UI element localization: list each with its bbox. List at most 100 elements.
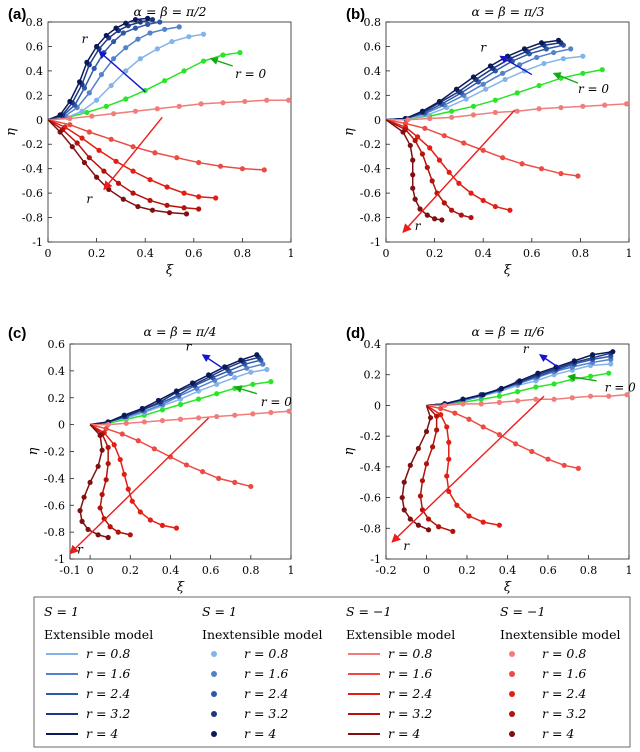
data-point xyxy=(135,438,141,444)
data-point xyxy=(130,168,136,174)
data-point xyxy=(412,137,418,144)
legend-subheading: Extensible model xyxy=(44,627,153,642)
x-axis-label: ξ xyxy=(166,263,174,278)
x-tick-label: 0.2 xyxy=(88,247,106,260)
r-label-blue: r xyxy=(186,340,193,354)
legend-item-label: r = 1.6 xyxy=(542,666,586,681)
x-axis-label: ξ xyxy=(504,263,512,278)
data-point xyxy=(468,214,474,221)
panel-2: 0 0.2 0.4 0.6 0.8 1 -1 -0.8 -0.6 -0.4 -0.2 0 0.2 0.4 0… xyxy=(342,4,633,278)
series-line xyxy=(47,18,153,121)
data-point xyxy=(84,109,90,116)
legend-item-label: r = 3.2 xyxy=(388,706,432,721)
data-point xyxy=(181,190,187,196)
data-point xyxy=(117,456,123,463)
y-tick-label: 0.2 xyxy=(48,392,66,405)
data-point xyxy=(137,56,143,62)
data-point xyxy=(173,525,180,531)
panel-title: α = β = π/2 xyxy=(134,4,207,19)
series-s1-1 xyxy=(47,31,207,121)
series-sm1-4 xyxy=(47,119,202,212)
panel-4: -0.2 0 0.2 0.4 0.6 0.8 1 -1 -0.8 -0.6 -0.4 -0.2 0 0.2… xyxy=(342,324,636,595)
y-tick-label: 0.6 xyxy=(26,40,44,53)
legend-column-3: S = −1 Extensible model r = 0.8 r = 1.6 r = … xyxy=(346,604,455,741)
x-tick-label: 0.4 xyxy=(499,564,517,577)
data-point xyxy=(558,104,564,111)
data-point xyxy=(470,112,477,118)
series-line xyxy=(47,119,187,215)
data-point xyxy=(466,416,472,422)
data-point xyxy=(439,217,445,223)
x-tick-label: 0.8 xyxy=(234,247,252,260)
r-label-blue: r xyxy=(523,342,530,356)
data-point xyxy=(101,168,107,174)
data-point xyxy=(127,532,133,538)
panel-letter: (d) xyxy=(346,325,365,342)
data-point xyxy=(157,19,163,25)
data-point xyxy=(222,364,228,370)
data-point xyxy=(427,415,434,421)
x-tick-label: 0.2 xyxy=(458,564,476,577)
data-point xyxy=(438,405,444,412)
data-point xyxy=(121,471,127,477)
r-label-red: r xyxy=(86,192,93,206)
data-point xyxy=(417,206,423,212)
data-point xyxy=(147,517,153,523)
data-point xyxy=(242,98,248,105)
series-s1-5 xyxy=(426,349,616,407)
data-point xyxy=(492,97,498,103)
legend-subheading: Extensible model xyxy=(346,627,455,642)
data-point xyxy=(159,522,166,529)
data-point xyxy=(410,157,416,163)
data-point xyxy=(424,212,430,218)
data-point xyxy=(181,205,187,211)
data-point xyxy=(67,122,73,128)
r-arrow-blue xyxy=(499,55,533,76)
legend-dot-swatch xyxy=(211,691,217,697)
x-tick-label: 0.2 xyxy=(426,247,444,260)
data-point xyxy=(478,401,484,407)
data-point xyxy=(198,101,204,107)
legend-item-label: r = 4 xyxy=(86,726,118,741)
data-point xyxy=(147,30,153,36)
x-tick-label: 0.4 xyxy=(136,247,154,260)
y-tick-label: 0.4 xyxy=(26,65,44,78)
data-point xyxy=(86,129,92,135)
data-point xyxy=(113,158,119,164)
data-point xyxy=(96,147,102,153)
legend-dot-swatch xyxy=(509,711,515,717)
data-point xyxy=(399,494,405,501)
data-point xyxy=(196,194,202,200)
r-label-red: r xyxy=(403,539,410,553)
data-point xyxy=(177,401,184,408)
data-point xyxy=(571,358,577,364)
data-point xyxy=(560,56,566,62)
y-tick-label: -0.6 xyxy=(22,187,43,200)
y-tick-label: -0.2 xyxy=(22,138,43,151)
data-point xyxy=(123,420,129,426)
data-point xyxy=(105,422,111,428)
data-point xyxy=(151,446,157,452)
legend-dot-swatch xyxy=(509,651,515,657)
data-point xyxy=(166,210,173,216)
legend-item-label: r = 1.6 xyxy=(388,666,432,681)
data-point xyxy=(132,25,139,31)
data-point xyxy=(536,106,542,112)
y-tick-label: 0.4 xyxy=(48,365,66,378)
data-point xyxy=(103,32,109,39)
legend-dot-swatch xyxy=(211,651,217,657)
data-point xyxy=(162,78,168,84)
data-point xyxy=(85,526,91,533)
data-point xyxy=(538,40,545,46)
data-point xyxy=(115,180,122,186)
data-point xyxy=(538,166,545,172)
y-tick-label: -0.8 xyxy=(360,522,381,535)
data-point xyxy=(480,81,486,87)
data-point xyxy=(111,442,117,448)
x-tick-label: 1 xyxy=(626,247,633,260)
data-point xyxy=(244,365,250,371)
data-point xyxy=(624,392,630,398)
data-point xyxy=(108,82,114,89)
data-point xyxy=(214,413,220,420)
r-arrow-blue xyxy=(539,354,561,370)
